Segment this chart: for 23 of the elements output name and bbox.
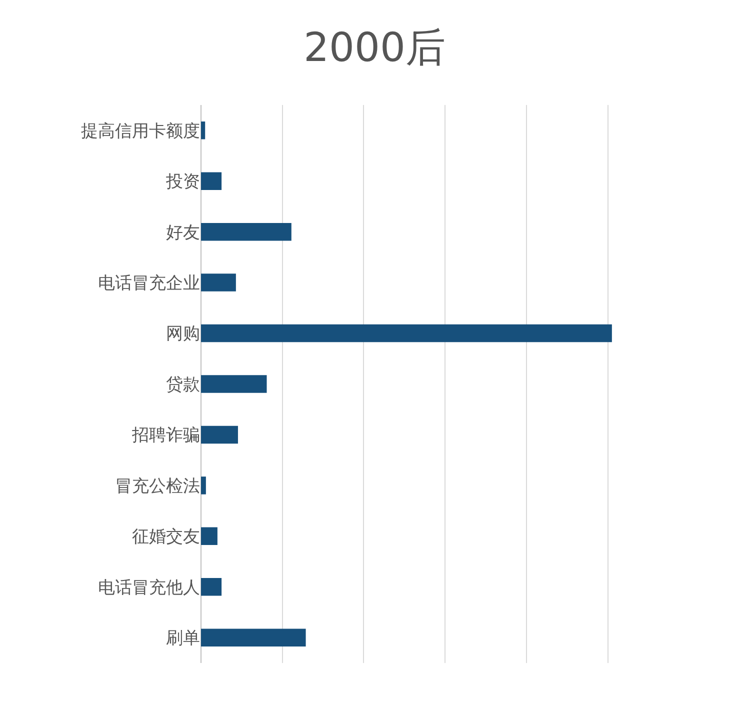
bar: [201, 476, 206, 494]
bar: [201, 324, 612, 342]
y-tick-label: 招聘诈骗: [131, 426, 200, 446]
bar: [201, 628, 306, 647]
chart-title: 2000后: [304, 24, 446, 71]
y-tick-label: 好友: [166, 222, 200, 243]
bar: [201, 222, 292, 241]
bar: [201, 578, 222, 596]
y-tick-label: 电话冒充企业: [98, 274, 200, 294]
bar: [201, 527, 218, 546]
bar: [201, 121, 206, 140]
bar: [201, 172, 222, 190]
y-tick-label: 冒充公检法: [115, 476, 200, 496]
bar: [201, 375, 267, 393]
y-tick-label: 贷款: [166, 374, 200, 395]
y-tick-label: 征婚交友: [132, 527, 200, 548]
bar: [201, 274, 236, 292]
y-tick-label: 网购: [166, 324, 200, 344]
y-tick-label: 电话冒充他人: [98, 578, 200, 598]
y-tick-label: 刷单: [166, 628, 200, 649]
y-tick-label: 提高信用卡额度: [81, 121, 200, 142]
bar: [201, 426, 238, 444]
y-tick-label: 投资: [165, 172, 200, 192]
